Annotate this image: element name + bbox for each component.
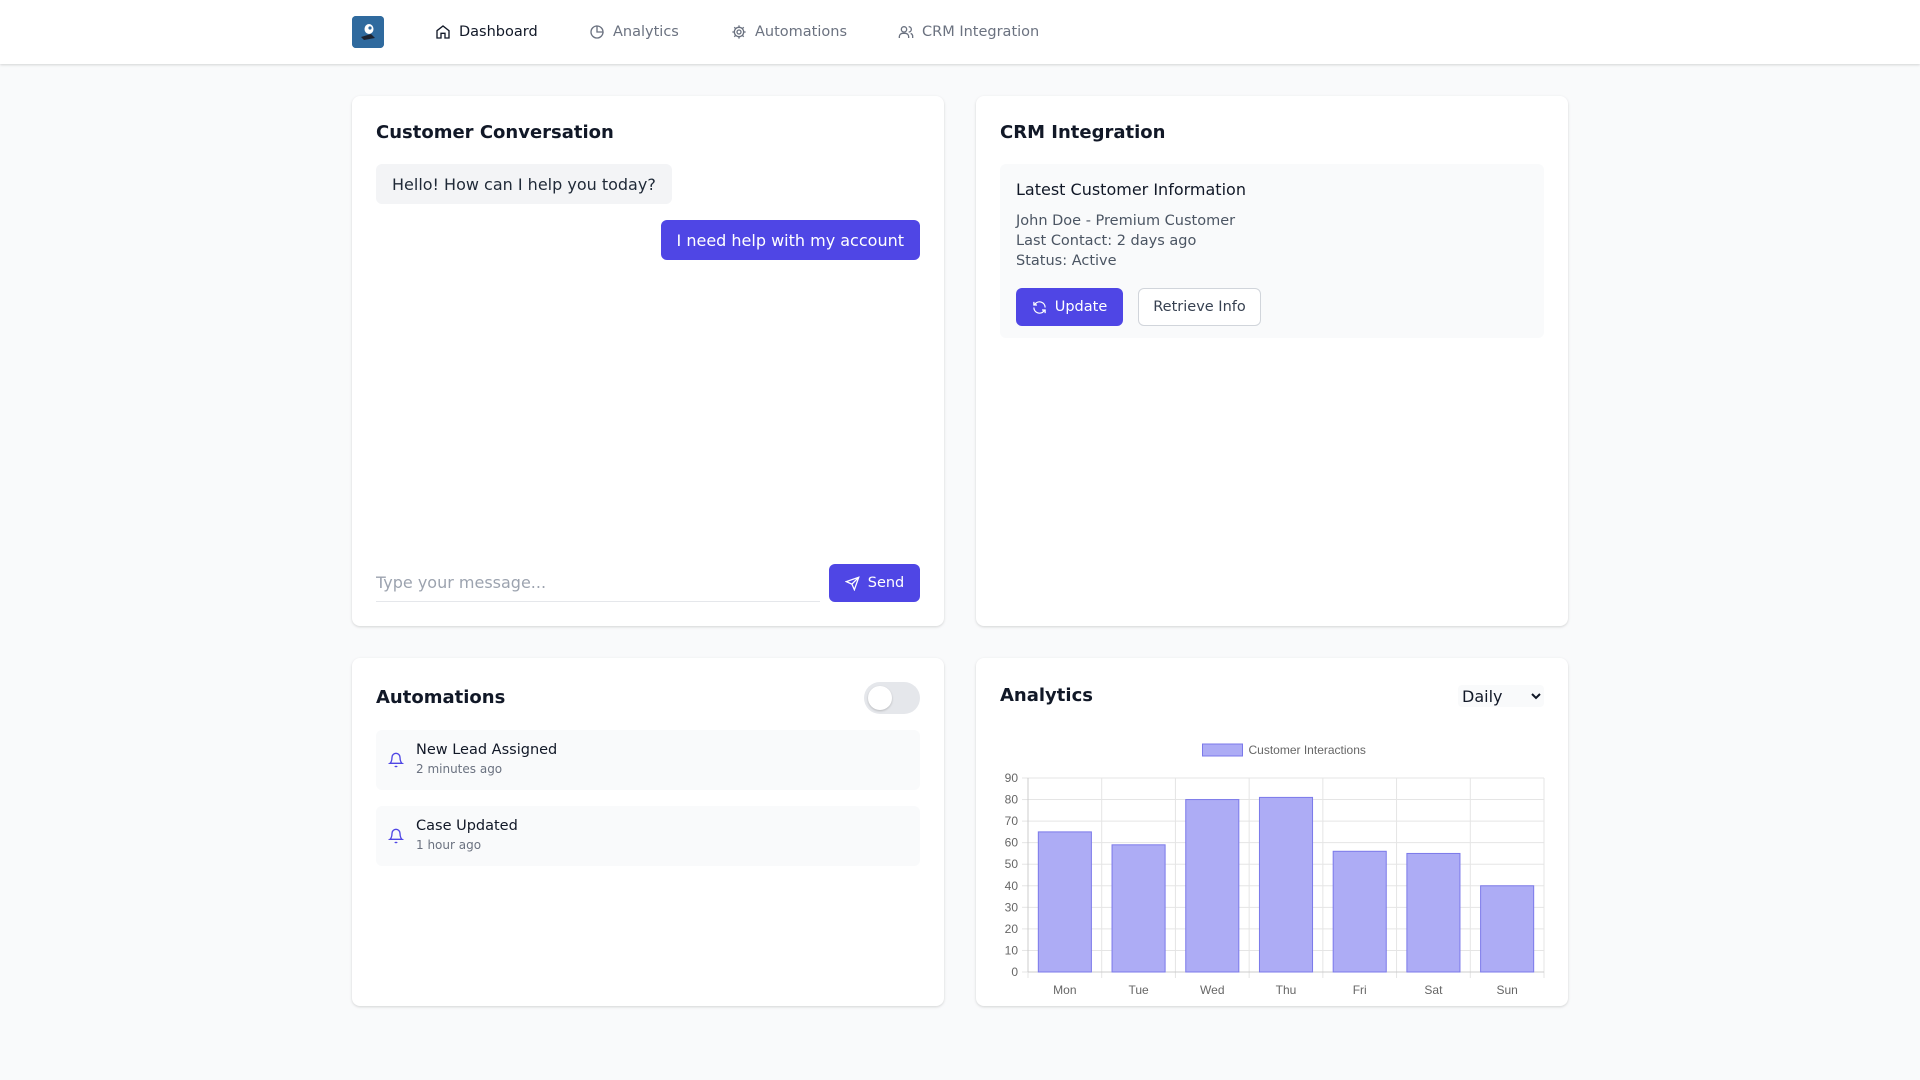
bell-icon: [388, 828, 404, 844]
automation-title: Case Updated: [416, 818, 518, 834]
bar-mon: [1037, 831, 1092, 973]
y-tick-label: 60: [1005, 836, 1019, 850]
legend-label: Customer Interactions: [1249, 743, 1366, 757]
bar-wed: [1185, 799, 1240, 973]
automation-item[interactable]: New Lead Assigned 2 minutes ago: [376, 730, 920, 790]
customer-status: Status: Active: [1016, 253, 1117, 269]
send-label: Send: [867, 575, 905, 591]
app-logo[interactable]: [352, 16, 384, 48]
analytics-title: Analytics: [1000, 685, 1093, 706]
crm-card: CRM Integration Latest Customer Informat…: [976, 96, 1568, 626]
nav-analytics-label: Analytics: [613, 24, 679, 40]
nav-crm-integration[interactable]: CRM Integration: [898, 20, 1039, 44]
bar-thu: [1258, 796, 1314, 973]
toggle-knob: [868, 686, 892, 710]
logo-icon: [352, 16, 384, 48]
send-icon: [844, 575, 860, 591]
agent-message: Hello! How can I help you today?: [376, 164, 672, 204]
customer-info-panel: Latest Customer Information John Doe - P…: [1000, 164, 1544, 338]
update-label: Update: [1054, 299, 1108, 315]
send-button[interactable]: Send: [829, 564, 920, 602]
analytics-bar-chart: 0 10 20 30 40 50 60 70 80 90 Mon Tue Wed Thu Fri Sat Sun…: [1005, 743, 1545, 997]
nav-automations-label: Automations: [755, 24, 848, 40]
bar-tue: [1111, 844, 1166, 973]
y-tick-label: 90: [1005, 771, 1019, 785]
users-icon: [898, 26, 914, 38]
nav-automations[interactable]: Automations: [731, 20, 847, 44]
analytics-card: Analytics Daily 0 10 20 30 40 50 60 70 80 90 Mon Tu…: [976, 658, 1568, 1006]
bell-icon: [388, 752, 404, 768]
conversation-title: Customer Conversation: [376, 122, 614, 143]
x-tick-label: Sat: [1424, 983, 1443, 997]
home-icon: [436, 25, 450, 39]
customer-name: John Doe - Premium Customer: [1016, 213, 1236, 229]
nav-dashboard-label: Dashboard: [459, 24, 538, 40]
y-tick-label: 80: [1005, 793, 1019, 807]
y-tick-label: 0: [1011, 965, 1018, 979]
update-button[interactable]: Update: [1016, 288, 1123, 326]
automations-card: Automations New Lead Assigned 2 minutes …: [352, 658, 944, 1006]
x-tick-label: Mon: [1053, 983, 1076, 997]
automation-item[interactable]: Case Updated 1 hour ago: [376, 806, 920, 866]
y-tick-label: 20: [1005, 922, 1019, 936]
gear-icon: [732, 25, 746, 39]
y-tick-label: 30: [1005, 900, 1019, 914]
y-tick-label: 10: [1005, 943, 1019, 957]
customer-info-heading: Latest Customer Information: [1016, 180, 1246, 199]
automations-toggle[interactable]: [864, 682, 920, 714]
retrieve-info-button[interactable]: Retrieve Info: [1138, 288, 1261, 326]
y-tick-label: 40: [1005, 879, 1019, 893]
y-tick-label: 50: [1005, 857, 1019, 871]
bar-sun: [1480, 885, 1535, 973]
automation-time: 2 minutes ago: [416, 762, 503, 776]
automations-title: Automations: [376, 687, 506, 708]
user-message: I need help with my account: [660, 220, 920, 260]
nav-crm-label: CRM Integration: [922, 24, 1040, 40]
automation-time: 1 hour ago: [416, 838, 482, 852]
top-navigation: Dashboard Analytics Automations CRM Inte…: [0, 0, 1920, 64]
x-tick-label: Tue: [1128, 983, 1149, 997]
pie-chart-icon: [590, 25, 604, 39]
crm-title: CRM Integration: [1000, 122, 1166, 143]
refresh-icon: [1032, 300, 1046, 314]
message-input[interactable]: [376, 564, 820, 602]
x-tick-label: Wed: [1200, 983, 1224, 997]
bar-sat: [1406, 852, 1461, 973]
last-contact: Last Contact: 2 days ago: [1016, 233, 1197, 249]
y-tick-label: 70: [1005, 814, 1019, 828]
x-tick-label: Thu: [1276, 983, 1297, 997]
automation-title: New Lead Assigned: [416, 742, 558, 758]
nav-analytics[interactable]: Analytics: [589, 20, 679, 44]
bar-fri: [1332, 850, 1387, 973]
range-select[interactable]: Daily: [1458, 685, 1544, 707]
legend-swatch: [1202, 743, 1243, 757]
x-tick-label: Fri: [1353, 983, 1367, 997]
x-tick-label: Sun: [1496, 983, 1517, 997]
nav-dashboard[interactable]: Dashboard: [435, 20, 538, 44]
conversation-card: Customer Conversation Hello! How can I h…: [352, 96, 944, 626]
